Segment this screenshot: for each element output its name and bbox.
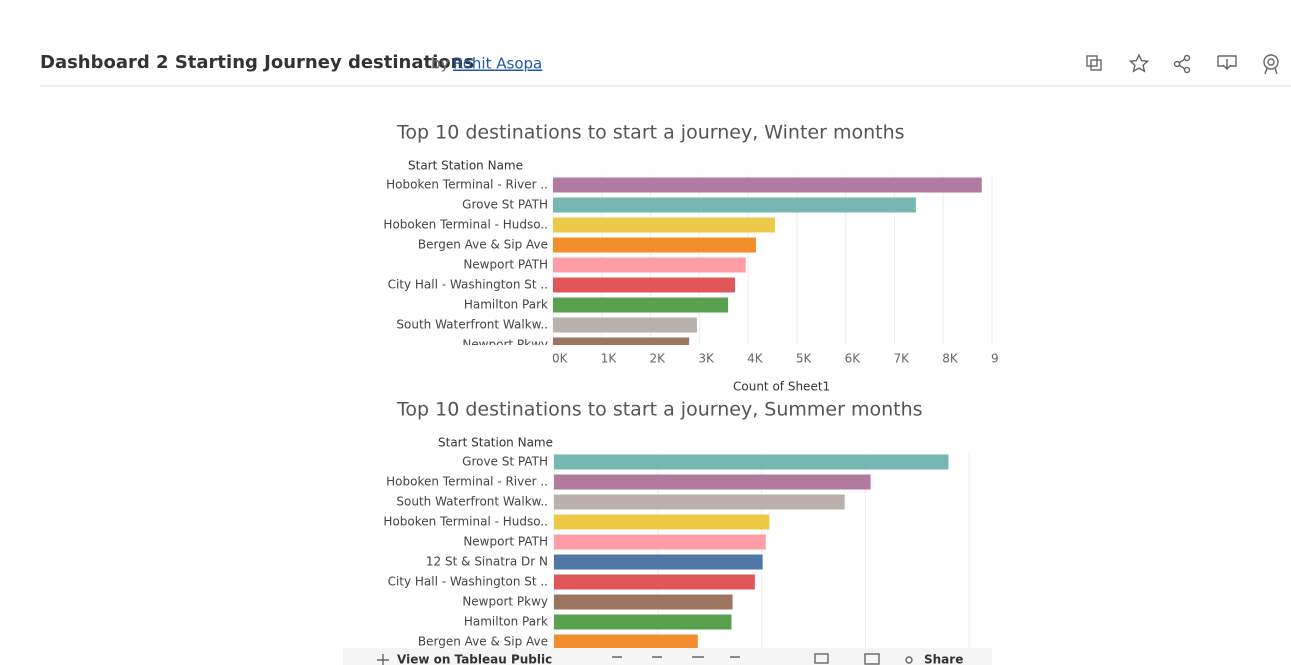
bar [554,594,733,610]
x-tick-label: 7K [893,352,910,366]
y-axis-title: Start Station Name [438,436,553,450]
by-text: by [431,55,450,73]
author-link[interactable]: Rohit Asopa [453,55,542,73]
y-tick-label: Hoboken Terminal - River .. [386,178,548,192]
x-axis-title: Count of Sheet1 [733,380,830,394]
x-tick-label: 8K [942,352,959,366]
fullscreen-icon[interactable] [864,653,880,665]
bar [553,337,690,345]
bar [553,237,756,253]
y-tick-label: Newport PATH [463,258,548,272]
y-tick-label: Bergen Ave & Sip Ave [418,635,548,649]
x-tick-label: 1K [601,352,618,366]
bar [554,554,763,570]
share-button[interactable]: Share [924,653,963,665]
y-tick-label: South Waterfront Walkw.. [396,495,548,509]
bar [553,197,916,213]
bar [554,454,949,470]
y-tick-label: Hoboken Terminal - Hudso.. [383,218,548,232]
x-tick-label: 6K [845,352,862,366]
bar [554,494,845,510]
dashboard-title: Dashboard 2 Starting Journey destination… [40,52,474,73]
bar [553,217,775,233]
y-tick-label: City Hall - Washington St .. [388,575,548,589]
share-small-icon[interactable] [905,656,913,664]
y-tick-label: Newport Pkwy [462,595,548,609]
bar [554,534,766,550]
bar [554,614,732,630]
badge-icon[interactable] [1263,54,1279,75]
bar [554,514,770,530]
chart-title: Top 10 destinations to start a journey, … [396,122,905,144]
x-tick-label: 5K [796,352,813,366]
x-tick-label: 2K [650,352,667,366]
duplicate-icon[interactable] [1086,55,1102,71]
favorite-icon[interactable] [1128,53,1150,73]
view-on-public[interactable]: View on Tableau Public [397,653,552,665]
y-tick-label: Newport PATH [463,535,548,549]
x-tick-label: 3K [698,352,715,366]
x-tick-label: 4K [747,352,764,366]
plot-area: Grove St PATH Hoboken Terminal - River ..… [383,452,970,649]
y-tick-label: Hoboken Terminal - River .. [386,475,548,489]
y-tick-label: Hamilton Park [464,298,548,312]
bar [553,257,746,273]
comments-icon[interactable] [814,653,829,664]
y-tick-label: Hamilton Park [464,615,548,629]
bar [553,177,982,193]
bar [553,317,697,333]
tableau-icon [377,654,389,665]
bar [554,474,871,490]
header-icons [1086,53,1279,75]
y-tick-label: Newport Pkwy [462,338,548,352]
x-tick-label: 0K [552,352,569,366]
bar [554,574,755,590]
y-tick-label: Bergen Ave & Sip Ave [418,238,548,252]
y-tick-label: Grove St PATH [462,455,548,469]
plot-area: Hoboken Terminal - River .. Grove St PATH… [383,175,993,352]
y-tick-label: City Hall - Washington St .. [388,278,548,292]
y-tick-label: Hoboken Terminal - Hudso.. [383,515,548,529]
toolbar: View on Tableau Public Share [343,648,992,665]
share-icon[interactable] [1173,54,1191,74]
bar [554,634,698,648]
bar [553,297,729,313]
y-axis-title: Start Station Name [408,159,523,173]
y-tick-label: 12 St & Sinatra Dr N [426,555,548,569]
download-icon[interactable] [1217,55,1237,70]
y-tick-label: Grove St PATH [462,198,548,212]
toolbar-bg [343,648,992,665]
y-tick-label: South Waterfront Walkw.. [396,318,548,332]
x-tick-label: 9 [991,352,999,366]
bar [553,277,735,293]
chart-title: Top 10 destinations to start a journey, … [396,399,923,421]
